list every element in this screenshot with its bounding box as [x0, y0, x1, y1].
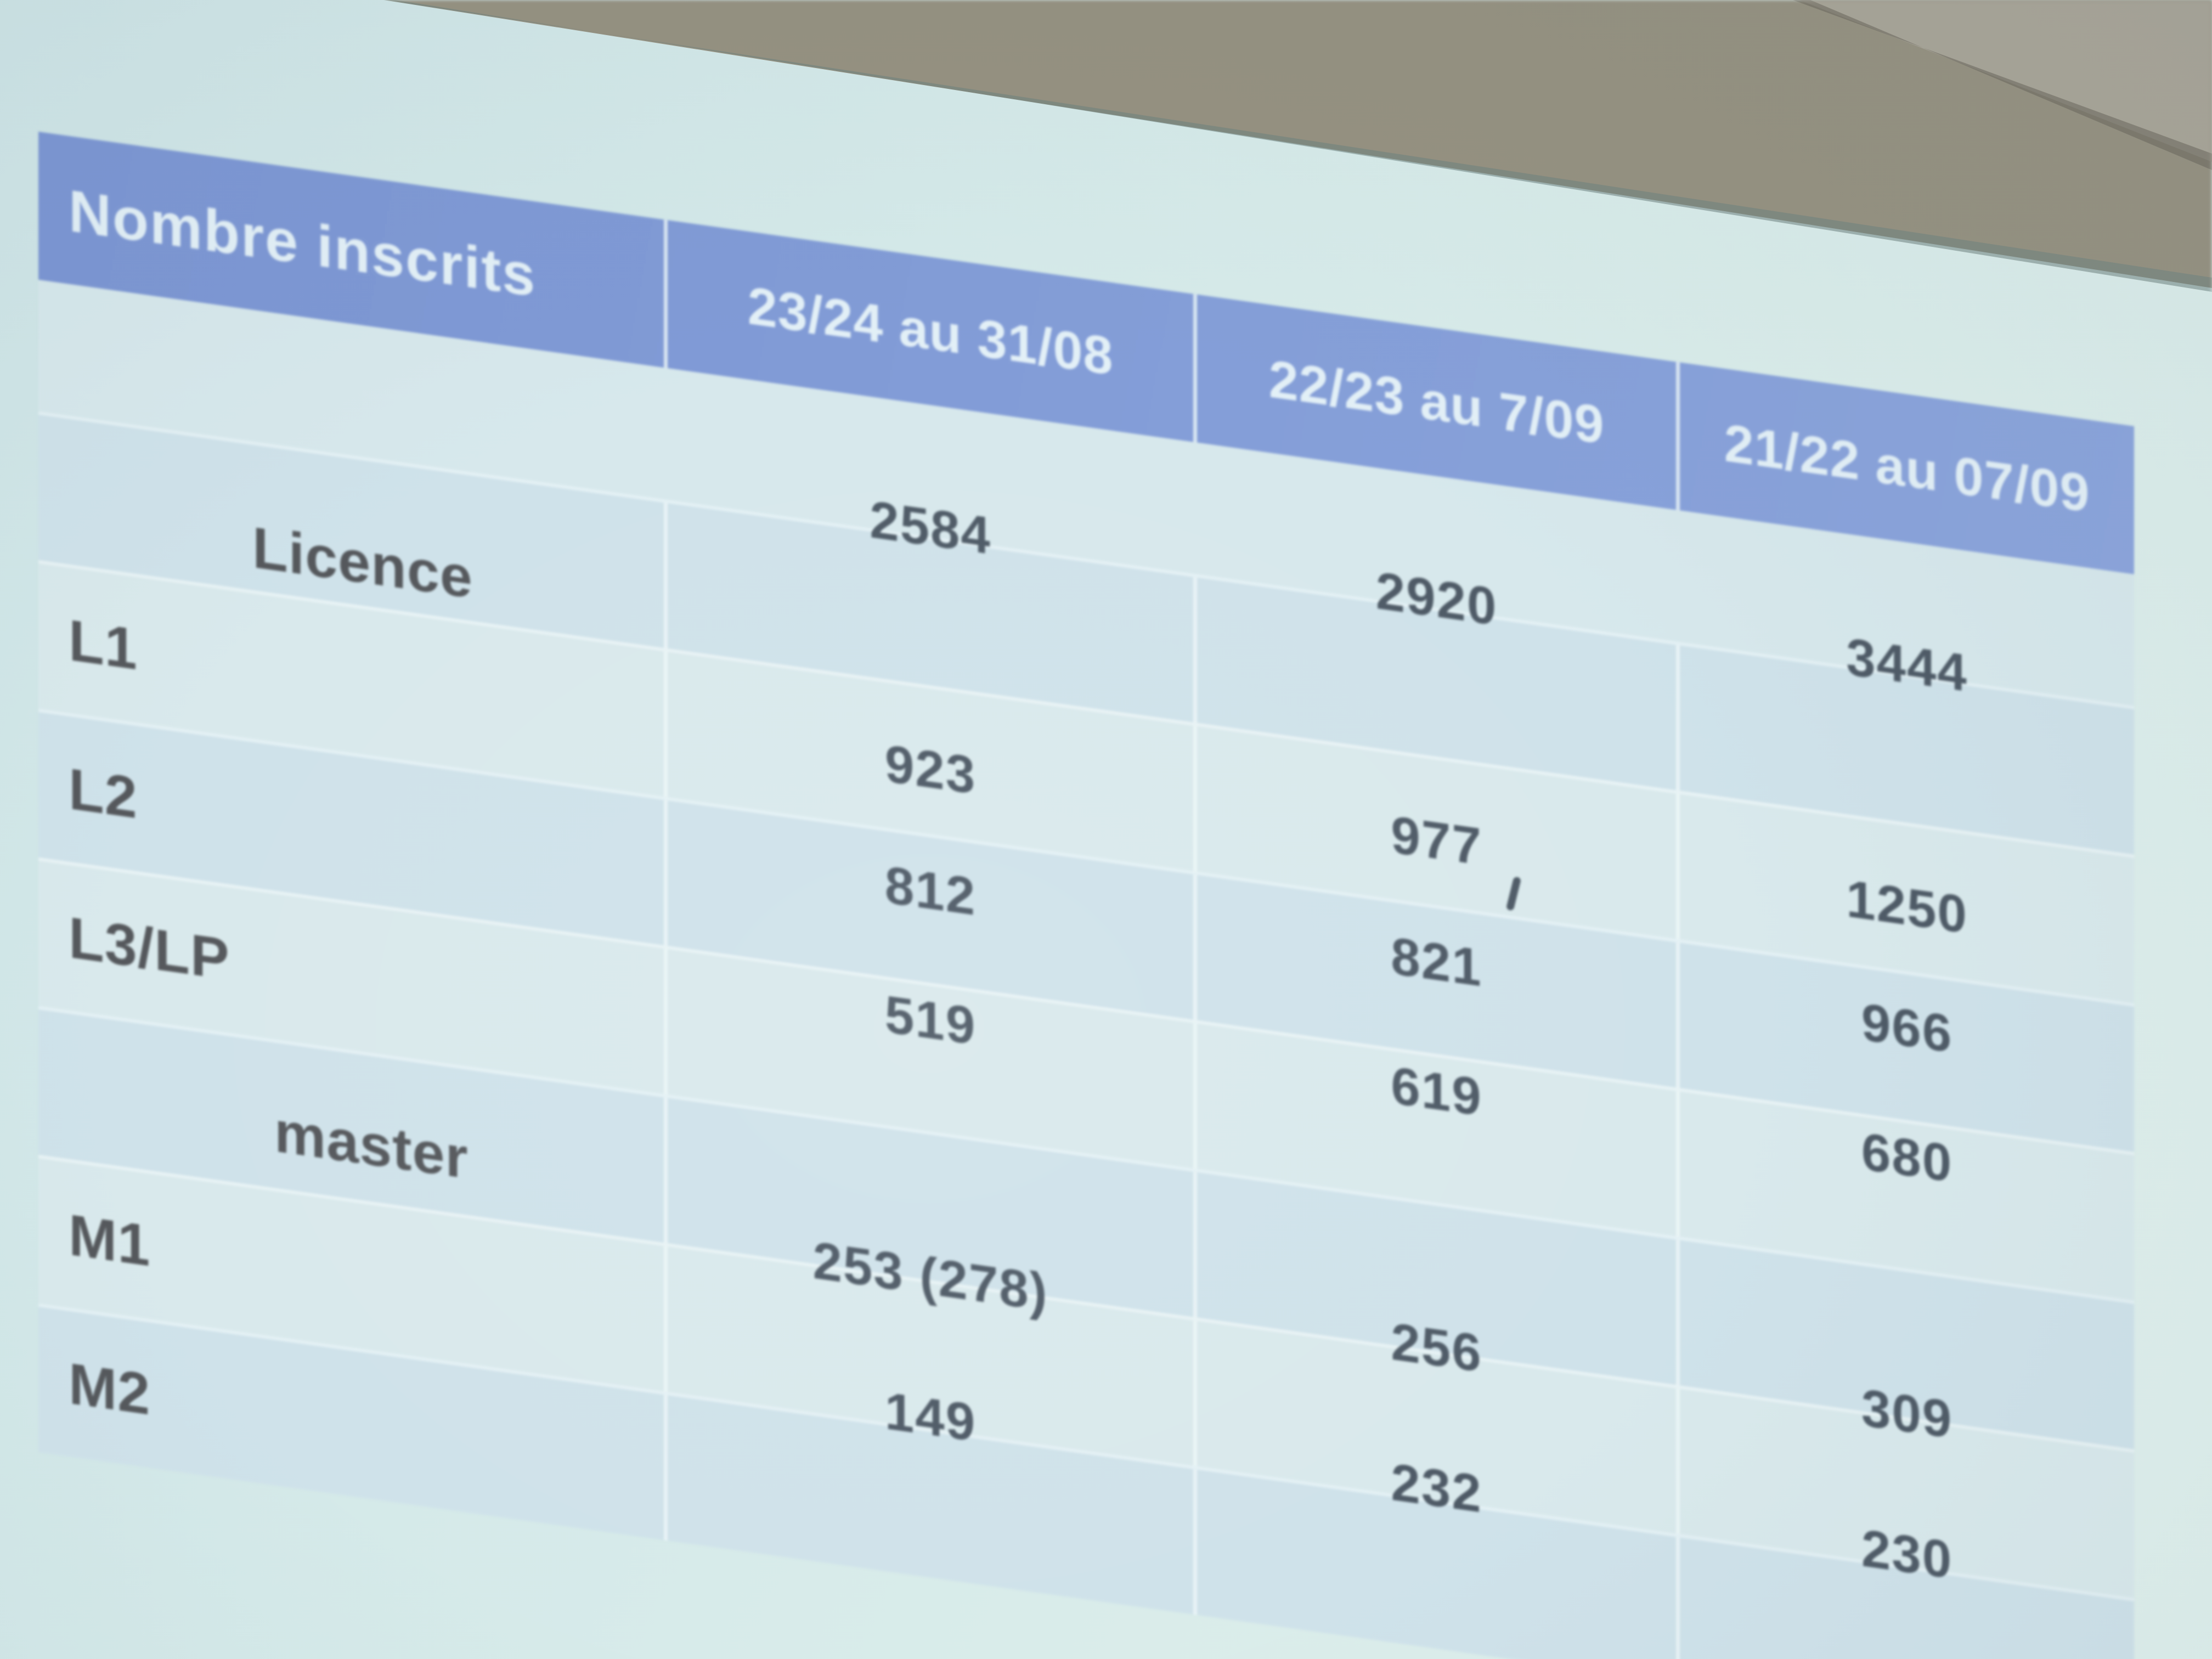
row-label: master [274, 1099, 469, 1192]
row-label: M2 [69, 1351, 151, 1427]
column-header-label: 22/23 au 7/09 [1268, 348, 1605, 456]
cell-value: 519 [884, 984, 977, 1056]
row-label: L1 [69, 607, 138, 682]
column-header-label: 23/24 au 31/08 [747, 275, 1114, 387]
cell-value: 232 [1391, 1452, 1482, 1524]
cell-value: 309 [1861, 1378, 1953, 1449]
cell-value: 966 [1861, 992, 1953, 1064]
column-header-label: 21/22 au 07/09 [1724, 412, 2090, 524]
cell-value: 149 [884, 1381, 977, 1453]
cell-value: 977 [1391, 804, 1482, 877]
cell-value: 923 [884, 733, 977, 805]
row-label: M1 [69, 1202, 151, 1279]
cell-value: 619 [1391, 1055, 1482, 1127]
cell-value: 680 [1861, 1121, 1953, 1193]
cell-value: 821 [1391, 926, 1482, 998]
cell-value: 1250 [1846, 868, 1968, 945]
enrollment-table: Nombre inscrits 23/24 au 31/08 22/23 au … [38, 132, 2134, 1659]
row-label: L3/LP [69, 905, 230, 992]
row-label: L2 [69, 756, 138, 831]
cell-value: 230 [1861, 1518, 1953, 1590]
cell-value: 256 [1391, 1311, 1482, 1384]
corner-header-label: Nombre inscrits [69, 177, 537, 309]
cell-value: 812 [884, 855, 977, 927]
